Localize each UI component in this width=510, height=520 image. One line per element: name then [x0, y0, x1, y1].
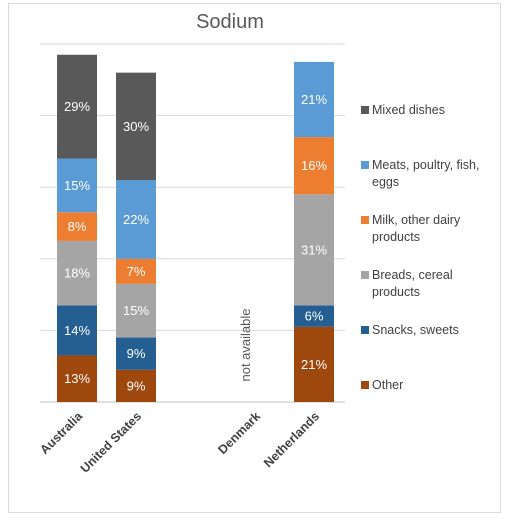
legend-swatch-breads-cereal-products: [361, 271, 369, 279]
bars: 13% 14% 18% 8% 15% 29% 9% 9% 15% 7% 22% 30% 21% 6% 31%…: [57, 54, 334, 402]
legend-swatch-meats-poultry-fish-eggs: [361, 161, 369, 169]
legend-swatch-other: [361, 381, 369, 389]
legend: Mixed dishes Meats, poultry, fish, eggs Mil…: [361, 103, 479, 392]
bar-united-states-meats-poultry-fish-eggs: [116, 180, 156, 259]
bar-australia-mixed-dishes: [57, 54, 97, 159]
bar-netherlands-milk-other-dairy-products: [294, 137, 334, 195]
data-label-netherlands-meats-poultry-fish-eggs: 21%: [301, 92, 327, 107]
data-label-australia-breads-cereal-products: 18%: [64, 266, 90, 281]
bar-netherlands-snacks-sweets: [294, 305, 334, 327]
legend-swatch-snacks-sweets: [361, 326, 369, 334]
data-label-united-states-snacks-sweets: 9%: [127, 346, 146, 361]
tick-label-australia: Australia: [37, 408, 85, 456]
legend-label: eggs: [372, 175, 399, 189]
bar-australia-milk-other-dairy-products: [57, 212, 97, 241]
bar-netherlands-other: [294, 326, 334, 402]
bar-united-states-milk-other-dairy-products: [116, 258, 156, 284]
data-label-united-states-mixed-dishes: 30%: [123, 119, 149, 134]
bar-united-states-breads-cereal-products: [116, 283, 156, 338]
data-label-netherlands-breads-cereal-products: 31%: [301, 242, 327, 257]
legend-label: Milk, other dairy: [372, 213, 461, 227]
bar-australia-other: [57, 355, 97, 402]
legend-swatch-mixed-dishes: [361, 106, 369, 114]
tick-label-netherlands: Netherlands: [261, 409, 322, 470]
bar-australia-snacks-sweets: [57, 305, 97, 356]
tick-label-denmark: Denmark: [215, 409, 263, 457]
annotation-denmark: not available: [238, 309, 253, 382]
chart-title: Sodium: [196, 11, 264, 33]
legend-label: Mixed dishes: [372, 103, 445, 117]
bar-australia-meats-poultry-fish-eggs: [57, 158, 97, 213]
data-label-united-states-meats-poultry-fish-eggs: 22%: [123, 212, 149, 227]
legend-swatch-milk-other-dairy-products: [361, 216, 369, 224]
bar-netherlands-meats-poultry-fish-eggs: [294, 61, 334, 138]
data-label-united-states-breads-cereal-products: 15%: [123, 303, 149, 318]
bar-united-states-other: [116, 369, 156, 402]
data-label-united-states-milk-other-dairy-products: 7%: [127, 264, 146, 279]
tick-label-united-states: United States: [78, 409, 144, 475]
legend-label: products: [372, 230, 420, 244]
legend-label: Meats, poultry, fish,: [372, 158, 479, 172]
legend-label: Breads, cereal: [372, 268, 453, 282]
data-label-australia-meats-poultry-fish-eggs: 15%: [64, 178, 90, 193]
data-label-australia-mixed-dishes: 29%: [64, 99, 90, 114]
bar-united-states-mixed-dishes: [116, 72, 156, 181]
bar-united-states-snacks-sweets: [116, 337, 156, 370]
data-label-australia-milk-other-dairy-products: 8%: [68, 219, 87, 234]
data-label-australia-snacks-sweets: 14%: [64, 323, 90, 338]
data-label-netherlands-milk-other-dairy-products: 16%: [301, 158, 327, 173]
legend-label: products: [372, 285, 420, 299]
data-label-australia-other: 13%: [64, 371, 90, 386]
legend-label: Snacks, sweets: [372, 323, 459, 337]
bar-netherlands-breads-cereal-products: [294, 194, 334, 306]
data-label-netherlands-other: 21%: [301, 357, 327, 372]
data-label-united-states-other: 9%: [127, 378, 146, 393]
bar-australia-breads-cereal-products: [57, 240, 97, 306]
data-label-netherlands-snacks-sweets: 6%: [305, 309, 324, 324]
legend-label: Other: [372, 378, 403, 392]
